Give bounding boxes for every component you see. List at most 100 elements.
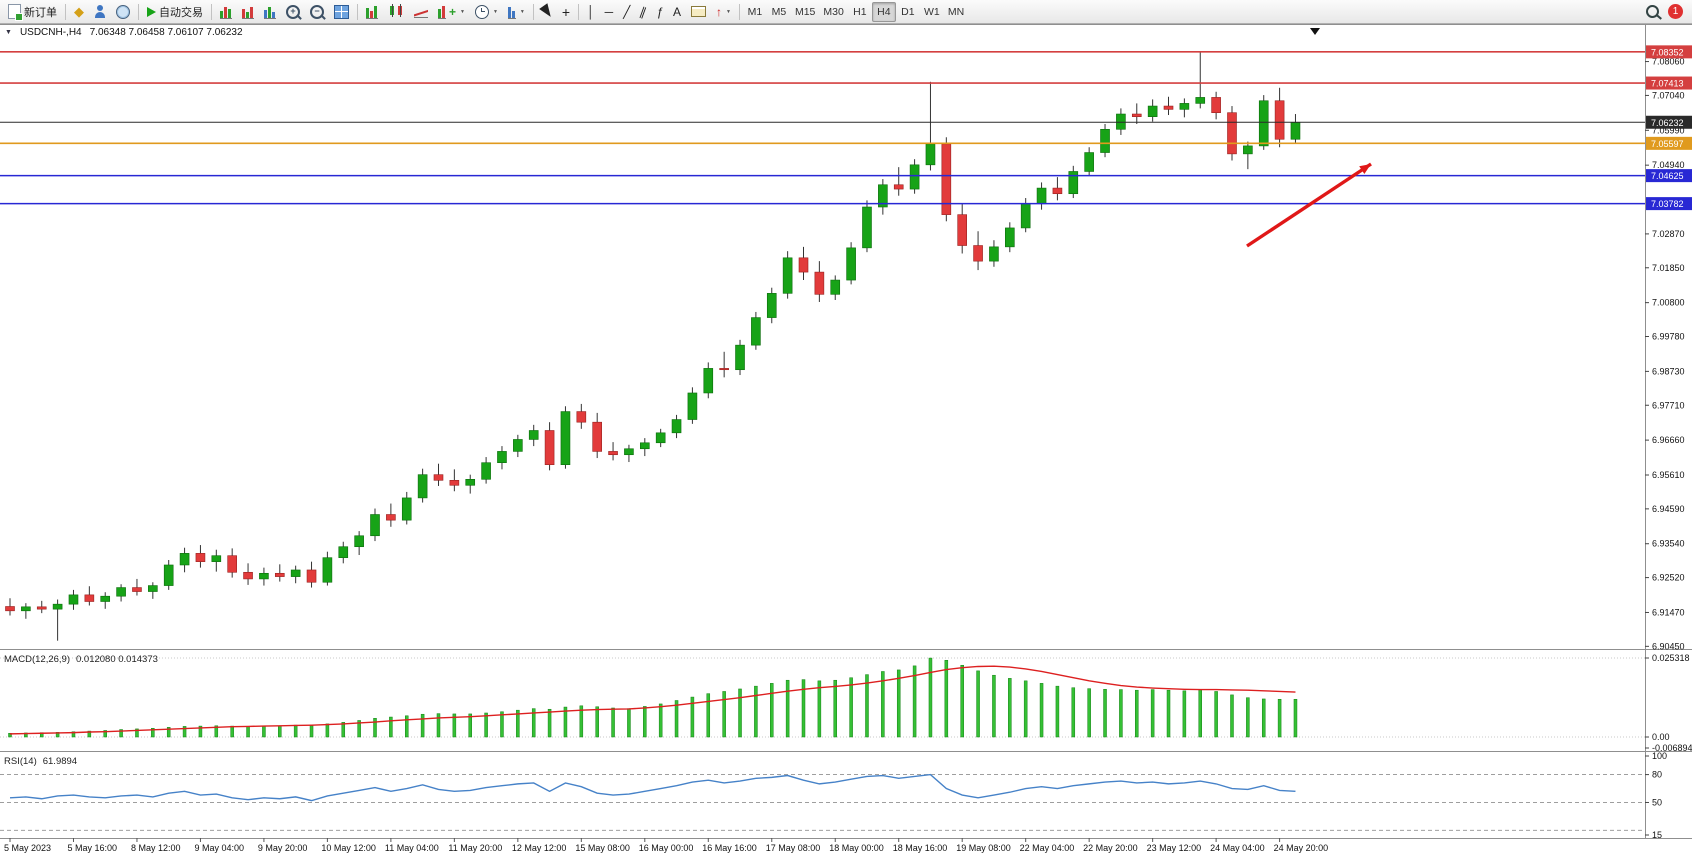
horizontal-line-button[interactable]: ─: [600, 2, 619, 22]
zoom-out-button[interactable]: −: [305, 2, 329, 22]
cursor-button[interactable]: [537, 2, 557, 22]
bar-chart-button[interactable]: [361, 2, 383, 22]
candlestick-chart-button[interactable]: [383, 2, 409, 22]
support-line-1-badge: [1646, 169, 1692, 183]
time-axis-label: 5 May 16:00: [67, 843, 117, 853]
macd-bar: [547, 708, 552, 738]
macd-bar: [1150, 689, 1155, 738]
crosshair-button[interactable]: +: [557, 2, 575, 22]
metaquotes-button[interactable]: [111, 2, 135, 22]
trendline-icon: ╱: [623, 4, 631, 19]
candle-body: [957, 214, 968, 246]
timeframe-h4[interactable]: H4: [871, 1, 896, 22]
price-axis-label: 7.00800: [1652, 298, 1685, 308]
search-button[interactable]: [1641, 2, 1664, 22]
time-axis-label: 11 May 20:00: [448, 843, 502, 853]
notification-badge[interactable]: 1: [1668, 4, 1683, 19]
objects-icon: [264, 5, 276, 19]
timeframe-m30[interactable]: M30: [819, 2, 847, 22]
macd-bar: [436, 713, 441, 738]
candle-body: [782, 257, 793, 294]
candle-body: [989, 246, 999, 262]
candle-body: [1131, 113, 1142, 117]
time-axis-label: 18 May 00:00: [829, 843, 884, 853]
price-axis-label: 6.91470: [1652, 607, 1685, 617]
autotrade-button[interactable]: 自动交易: [142, 2, 208, 22]
candle-body: [1068, 171, 1079, 195]
chart-shift-marker[interactable]: [1310, 28, 1320, 35]
new-order-button[interactable]: 新订单: [3, 2, 62, 22]
timeframe-h1[interactable]: H1: [848, 2, 872, 22]
rsi-scale-label: 80: [1652, 770, 1662, 780]
trendline-button[interactable]: ╱: [618, 2, 635, 22]
community-button[interactable]: [89, 2, 111, 22]
chart-title: ▼ USDCNH-,H4 7.06348 7.06458 7.06107 7.0…: [5, 27, 243, 38]
macd-bar: [119, 729, 123, 738]
candle-body: [481, 462, 491, 480]
candle-body: [401, 497, 412, 521]
support-line-1-badge-label: 7.04625: [1651, 171, 1684, 181]
indicators-icon: [220, 5, 232, 19]
timeframe-d1[interactable]: D1: [896, 2, 920, 22]
bar-chart-icon: [366, 5, 378, 19]
candle-body: [1243, 145, 1253, 155]
zoom-in-button[interactable]: +: [281, 2, 305, 22]
rsi-scale-label: 15: [1652, 830, 1662, 840]
arrows-tool-button[interactable]: ↑ ▼: [711, 2, 736, 22]
objects-button[interactable]: [259, 2, 281, 22]
time-axis-label: 12 May 12:00: [512, 843, 567, 853]
timeframe-mn[interactable]: MN: [944, 2, 968, 22]
toolbar-separator: [578, 3, 580, 20]
templates-button[interactable]: ▼: [503, 2, 530, 22]
periods-button[interactable]: ▼: [470, 2, 503, 22]
candle-body: [528, 430, 539, 440]
line-chart-button[interactable]: [409, 2, 433, 22]
support-line-2-badge-label: 7.03782: [1651, 199, 1684, 209]
text-tool-button[interactable]: A: [668, 2, 686, 22]
tile-windows-button[interactable]: [329, 2, 354, 22]
timeframe-m15[interactable]: M15: [791, 2, 819, 22]
macd-bar: [801, 679, 806, 738]
price-chart-canvas[interactable]: 7.08060 7.07040 7.05990 7.04940 7.02870 7.018…: [0, 24, 1692, 861]
candle-body: [148, 585, 158, 592]
candle-body: [163, 564, 174, 586]
macd-bar: [1087, 688, 1091, 738]
fibonacci-button[interactable]: ƒ: [651, 2, 668, 22]
time-axis-label: 19 May 08:00: [956, 843, 1011, 853]
timeframe-w1[interactable]: W1: [920, 2, 944, 22]
notification-count: 1: [1672, 6, 1679, 17]
macd-bar: [262, 725, 266, 738]
search-icon: [1646, 5, 1659, 18]
candle-body: [36, 606, 47, 610]
candle-body: [909, 164, 920, 190]
candle-body: [544, 430, 555, 465]
label-tool-button[interactable]: [686, 2, 711, 22]
macd-bar: [1071, 687, 1076, 738]
macd-bar: [373, 718, 377, 738]
candle-body: [100, 595, 111, 602]
one-click-trading-toggle-icon[interactable]: ▼: [5, 29, 12, 36]
price-axis-label: 6.97710: [1652, 400, 1685, 410]
candle-body: [639, 442, 650, 450]
indicators-button[interactable]: [215, 2, 237, 22]
timeframe-m5[interactable]: M5: [767, 2, 791, 22]
macd-bar: [976, 670, 980, 738]
macd-bar: [1198, 689, 1202, 738]
rsi-scale-label: 50: [1652, 797, 1662, 807]
indicator-window-button[interactable]: [237, 2, 259, 22]
macd-bar: [1277, 698, 1282, 738]
trend-arrow[interactable]: [1246, 162, 1372, 248]
macd-bar: [658, 703, 663, 738]
price-axis-label: 6.98730: [1652, 366, 1685, 376]
macd-bar: [230, 725, 234, 738]
new-chart-button[interactable]: + ▼: [433, 2, 470, 22]
channel-button[interactable]: ∥: [635, 2, 651, 22]
candle-body: [1036, 187, 1047, 204]
vertical-line-button[interactable]: │: [582, 2, 600, 22]
mql-market-button[interactable]: ◆: [69, 2, 89, 22]
macd-bar: [293, 724, 298, 738]
text-tool-icon: A: [673, 4, 682, 19]
timeframe-m1[interactable]: M1: [743, 2, 767, 22]
macd-bar: [214, 725, 219, 738]
template-icon: [507, 5, 516, 19]
